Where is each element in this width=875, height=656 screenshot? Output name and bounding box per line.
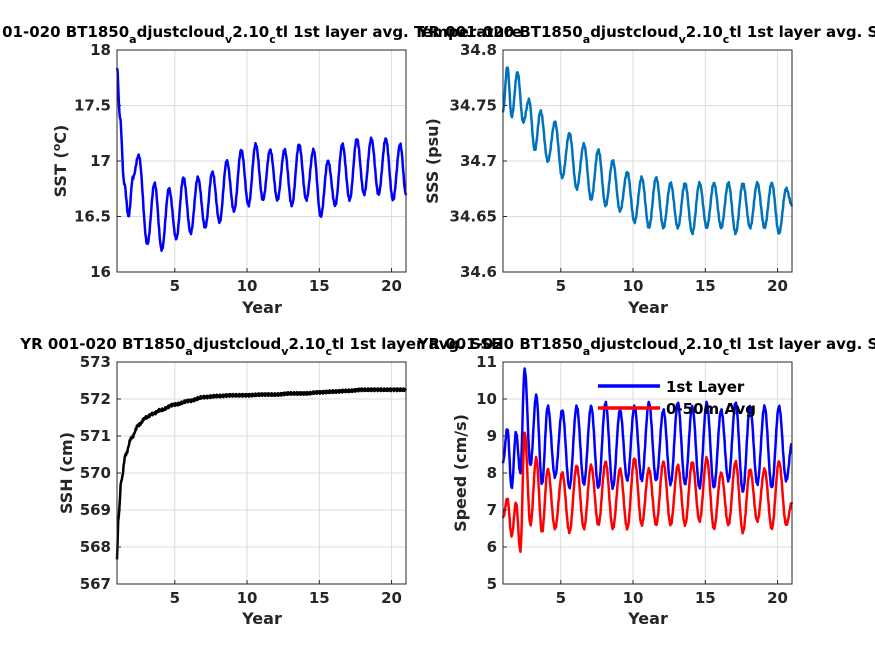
sss-xtick-label: 5: [556, 277, 566, 295]
sst-xtick-label: 20: [381, 277, 402, 295]
ssh-ytick-label: 572: [80, 390, 111, 408]
ssh-title: YR 001-020 BT1850adjustcloudv2.10ctl 1st…: [19, 335, 503, 358]
ssh-ytick-label: 567: [80, 575, 111, 593]
sss-ytick-label: 34.6: [460, 263, 497, 281]
ssh-ytick-label: 570: [80, 464, 111, 482]
speed-ytick-label: 7: [487, 501, 497, 519]
speed-legend: 1st Layer 0-50m Avg: [598, 378, 756, 418]
sst-ytick-label: 17: [90, 152, 111, 170]
sss-ytick-label: 34.7: [460, 152, 497, 170]
speed-ytick-label: 10: [476, 390, 497, 408]
sst-ylabel: SST (oC): [50, 125, 70, 198]
speed-series-0-50m-avg: [501, 431, 794, 553]
legend-label-0-50m-avg: 0-50m Avg: [666, 400, 756, 418]
sst-ytick-label: 16.5: [74, 208, 111, 226]
speed-xtick-label: 5: [556, 589, 566, 607]
sss-xtick-label: 10: [623, 277, 644, 295]
ssh-xtick-label: 15: [309, 589, 330, 607]
sss-ytick-label: 34.75: [450, 97, 497, 115]
speed-xlabel: Year: [627, 609, 668, 628]
ssh-ytick-label: 569: [80, 501, 111, 519]
sst-xtick-label: 15: [309, 277, 330, 295]
ssh-xtick-label: 20: [381, 589, 402, 607]
ssh-series-line: [115, 387, 408, 560]
speed-xtick-label: 15: [695, 589, 716, 607]
ssh-xtick-label: 10: [237, 589, 258, 607]
speed-xtick-label: 20: [767, 589, 788, 607]
sst-title: 01-020 BT1850adjustcloudv2.10ctl 1st lay…: [2, 23, 522, 46]
sss-xlabel: Year: [627, 298, 668, 317]
sss-ylabel: SSS (psu): [423, 118, 442, 204]
sst-ytick-label: 16: [90, 263, 111, 281]
ssh-ytick-label: 571: [80, 427, 111, 445]
sss-ytick-label: 34.65: [450, 208, 497, 226]
sst-xlabel: Year: [241, 298, 282, 317]
ssh-ytick-label: 568: [80, 538, 111, 556]
sst-xtick-label: 5: [170, 277, 180, 295]
sss-xtick-label: 15: [695, 277, 716, 295]
speed-ytick-label: 6: [487, 538, 497, 556]
sss-series-line: [501, 66, 794, 236]
ssh-panel: YR 001-020 BT1850adjustcloudv2.10ctl 1st…: [19, 335, 503, 628]
sst-panel: 01-020 BT1850adjustcloudv2.10ctl 1st lay…: [2, 23, 522, 317]
speed-xtick-label: 10: [623, 589, 644, 607]
ssh-ytick-label: 573: [80, 353, 111, 371]
legend-label-1st-layer: 1st Layer: [666, 378, 745, 396]
speed-ytick-label: 8: [487, 464, 497, 482]
sst-xtick-label: 10: [237, 277, 258, 295]
sss-panel: YR 001-020 BT1850adjustcloudv2.10ctl 1st…: [417, 23, 875, 317]
speed-ytick-label: 11: [476, 353, 497, 371]
speed-panel: YR 001-020 BT1850adjustcloudv2.10ctl 1st…: [417, 335, 875, 628]
ssh-ylabel: SSH (cm): [57, 432, 76, 514]
speed-title: YR 001-020 BT1850adjustcloudv2.10ctl 1st…: [417, 335, 875, 358]
sss-title: YR 001-020 BT1850adjustcloudv2.10ctl 1st…: [417, 23, 875, 46]
speed-ytick-label: 9: [487, 427, 497, 445]
sss-ytick-label: 34.8: [460, 41, 497, 59]
sst-series-line: [115, 67, 408, 252]
ssh-xlabel: Year: [241, 609, 282, 628]
speed-ytick-label: 5: [487, 575, 497, 593]
sst-ytick-label: 18: [90, 41, 111, 59]
speed-ylabel: Speed (cm/s): [451, 414, 470, 532]
sst-ytick-label: 17.5: [74, 97, 111, 115]
sss-xtick-label: 20: [767, 277, 788, 295]
ssh-xtick-label: 5: [170, 589, 180, 607]
